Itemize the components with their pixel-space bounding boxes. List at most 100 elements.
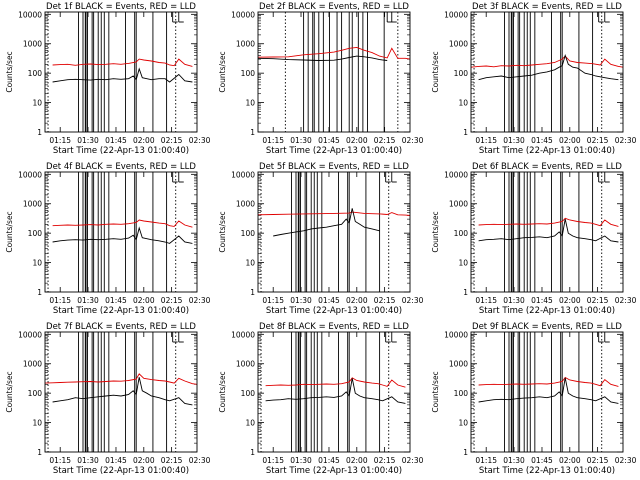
y-tick-label: 10000 — [18, 10, 42, 19]
chart-title: Det 5f BLACK = Events, RED = LLD — [259, 162, 409, 172]
chart-panel-1: Det 1f BLACK = Events, RED = LLD Counts/s… — [5, 2, 211, 156]
chart-title: Det 2f BLACK = Events, RED = LLD — [259, 2, 409, 12]
y-tick-label: 1000 — [236, 360, 255, 369]
x-tick-label: 02:00 — [559, 456, 581, 465]
x-tick-label: 01:15 — [475, 136, 497, 145]
plot-frame — [470, 331, 624, 453]
y-tick-label: 1000 — [236, 40, 255, 49]
y-tick-label: 1000 — [449, 40, 468, 49]
x-tick-label: 01:15 — [262, 296, 284, 305]
events-series-line — [478, 377, 619, 404]
x-tick-label: 01:45 — [531, 456, 553, 465]
lld-series-line — [470, 55, 624, 68]
events-series-line — [52, 377, 193, 406]
x-tick-label: 01:45 — [531, 296, 553, 305]
plot-frame — [257, 331, 411, 453]
y-tick-label: 1000 — [236, 200, 255, 209]
plot-frame — [44, 171, 198, 293]
x-tick-label: 02:15 — [587, 296, 609, 305]
y-tick-label: 1 — [37, 128, 42, 137]
x-axis-label: Start Time (22-Apr-13 01:00:40) — [479, 466, 615, 476]
x-tick-label: 01:15 — [262, 456, 284, 465]
y-tick-label: 10000 — [18, 330, 42, 339]
chart-panel-5: Det 5f BLACK = Events, RED = LLD Counts/s… — [218, 162, 424, 316]
y-tick-label: 10000 — [444, 330, 468, 339]
y-tick-label: 1 — [250, 448, 255, 457]
y-tick-label: 1 — [250, 128, 255, 137]
x-tick-label: 02:15 — [161, 136, 183, 145]
x-tick-label: 01:15 — [262, 136, 284, 145]
y-tick-label: 10000 — [444, 170, 468, 179]
x-tick-label: 02:15 — [161, 296, 183, 305]
x-tick-label: 01:45 — [105, 296, 127, 305]
x-tick-label: 02:30 — [615, 136, 637, 145]
x-axis-label: Start Time (22-Apr-13 01:00:40) — [266, 466, 402, 476]
y-tick-label: 100 — [241, 69, 256, 78]
y-tick-label: 1 — [37, 288, 42, 297]
x-tick-label: 02:00 — [559, 296, 581, 305]
plot-frame — [470, 11, 624, 133]
y-axis-label: Counts/sec — [431, 51, 440, 92]
lld-series-line — [257, 211, 411, 216]
x-tick-label: 02:00 — [346, 456, 368, 465]
chart-title: Det 7f BLACK = Events, RED = LLD — [46, 322, 196, 332]
chart-panel-7: Det 7f BLACK = Events, RED = LLD Counts/s… — [5, 322, 211, 476]
x-tick-label: 01:15 — [475, 296, 497, 305]
y-tick-label: 100 — [28, 389, 43, 398]
y-tick-label: 1000 — [449, 200, 468, 209]
plot-frame — [44, 11, 198, 133]
chart-title: Det 1f BLACK = Events, RED = LLD — [46, 2, 196, 12]
x-tick-label: 01:45 — [531, 136, 553, 145]
x-tick-label: 01:30 — [290, 456, 312, 465]
x-tick-label: 01:30 — [503, 296, 525, 305]
lld-series-line — [52, 219, 193, 228]
lld-series-line — [52, 58, 193, 67]
chart-panel-6: Det 6f BLACK = Events, RED = LLD Counts/s… — [431, 162, 637, 316]
x-tick-label: 01:30 — [290, 136, 312, 145]
x-tick-label: 02:00 — [133, 296, 155, 305]
x-tick-label: 01:45 — [318, 456, 340, 465]
y-tick-label: 10000 — [231, 170, 255, 179]
y-tick-label: 10000 — [231, 10, 255, 19]
x-tick-label: 02:30 — [189, 136, 211, 145]
y-tick-label: 10 — [32, 99, 42, 108]
x-tick-label: 01:30 — [77, 136, 99, 145]
chart-title: Det 4f BLACK = Events, RED = LLD — [46, 162, 196, 172]
x-tick-label: 02:15 — [161, 456, 183, 465]
x-axis-label: Start Time (22-Apr-13 01:00:40) — [53, 306, 189, 316]
x-tick-label: 01:15 — [49, 296, 71, 305]
events-series-line — [265, 378, 406, 404]
y-tick-label: 1 — [250, 288, 255, 297]
y-tick-label: 1 — [463, 128, 468, 137]
x-tick-label: 02:30 — [402, 296, 424, 305]
x-tick-label: 01:15 — [49, 456, 71, 465]
lld-series-line — [257, 46, 411, 60]
y-tick-label: 100 — [454, 229, 469, 238]
x-tick-label: 02:15 — [587, 456, 609, 465]
chart-panel-3: Det 3f BLACK = Events, RED = LLD Counts/s… — [431, 2, 637, 156]
y-tick-label: 10 — [458, 99, 468, 108]
y-tick-label: 10 — [32, 419, 42, 428]
x-tick-label: 01:45 — [318, 136, 340, 145]
events-series-line — [478, 54, 619, 81]
y-axis-label: Counts/sec — [5, 211, 14, 252]
x-tick-label: 02:00 — [346, 136, 368, 145]
x-tick-label: 01:30 — [290, 296, 312, 305]
x-tick-label: 02:00 — [133, 136, 155, 145]
chart-panel-9: Det 9f BLACK = Events, RED = LLD Counts/s… — [431, 322, 637, 476]
lld-series-line — [478, 376, 619, 387]
plot-frame — [257, 171, 411, 293]
y-tick-label: 1 — [463, 288, 468, 297]
y-tick-label: 1 — [463, 448, 468, 457]
y-tick-label: 100 — [454, 389, 469, 398]
x-tick-label: 02:00 — [133, 456, 155, 465]
x-axis-label: Start Time (22-Apr-13 01:00:40) — [266, 146, 402, 156]
y-tick-label: 10 — [245, 419, 255, 428]
events-series-line — [478, 219, 619, 243]
y-tick-label: 10 — [32, 259, 42, 268]
x-axis-label: Start Time (22-Apr-13 01:00:40) — [53, 466, 189, 476]
chart-panel-4: Det 4f BLACK = Events, RED = LLD Counts/s… — [5, 162, 211, 316]
events-series-line — [52, 226, 193, 244]
y-tick-label: 10 — [245, 99, 255, 108]
